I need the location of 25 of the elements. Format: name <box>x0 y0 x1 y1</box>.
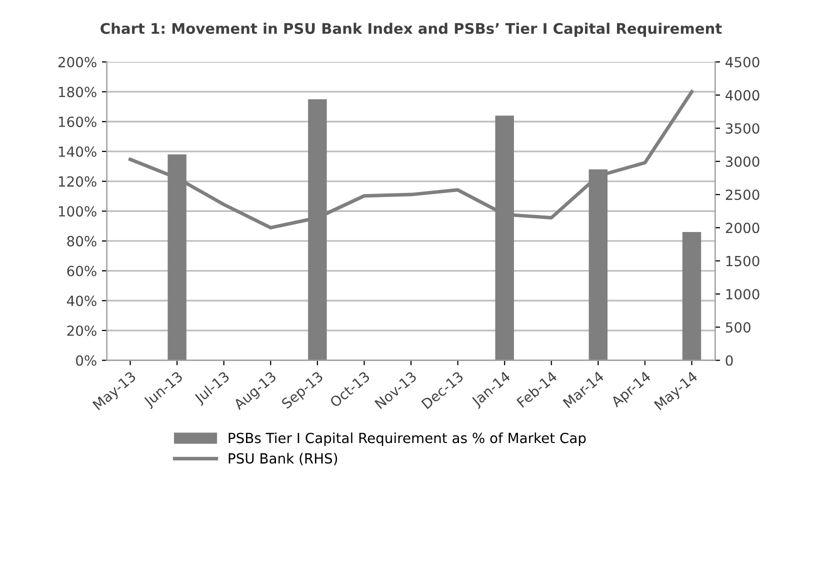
y-tick-label: 60% <box>67 266 96 276</box>
y2-tick-label: 3000 <box>726 156 760 167</box>
y-tick-label: 40% <box>66 296 96 306</box>
y2-tick-label: 1000 <box>726 288 760 300</box>
y2-tick-label: 2000 <box>726 222 760 234</box>
y-tick-label: 120% <box>58 176 96 187</box>
y-tick-label: 160% <box>58 116 96 128</box>
bar <box>682 232 702 360</box>
y2-tick-label: 4500 <box>726 56 760 68</box>
y2-tick-label: 2500 <box>726 190 760 200</box>
y2-tick-label: 3500 <box>726 123 760 134</box>
y-tick-label: 140% <box>58 146 96 157</box>
y2-tick-label: 0 <box>726 355 733 366</box>
legend-label: PSBs Tier I Capital Requirement as % of Market Cap <box>228 432 586 446</box>
y-tick-label: 200% <box>58 56 96 68</box>
y-tick-label: 0% <box>76 355 96 366</box>
y-tick-label: 180% <box>58 86 96 98</box>
y2-tick-label: 500 <box>726 322 750 333</box>
legend-label: PSU Bank (RHS) <box>228 452 338 466</box>
y2-tick-label: 1500 <box>726 256 760 266</box>
y2-tick-label: 4000 <box>726 90 760 101</box>
y-tick-label: 20% <box>67 325 96 336</box>
y-tick-label: 100% <box>58 206 96 217</box>
y-tick-label: 80% <box>67 236 96 246</box>
chart-title: Chart 1: Movement in PSU Bank Index and PSBs’ Tier I Capital Requirement <box>100 22 722 37</box>
